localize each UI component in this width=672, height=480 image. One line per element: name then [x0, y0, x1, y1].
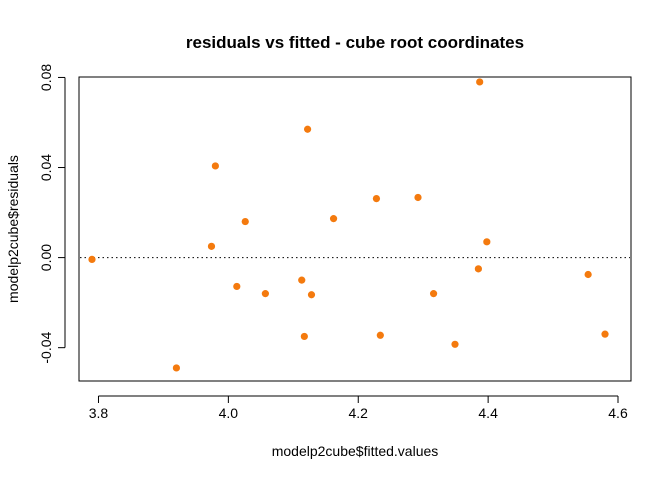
data-point	[207, 242, 216, 250]
data-points	[88, 78, 609, 372]
data-point	[414, 193, 422, 202]
x-tick-label: 4.2	[349, 405, 369, 421]
data-point	[172, 364, 181, 372]
x-tick-label: 4.0	[219, 405, 239, 421]
data-point	[241, 217, 249, 226]
data-point	[372, 195, 381, 203]
data-point	[300, 332, 308, 341]
chart-title: residuals vs fitted - cube root coordina…	[186, 33, 524, 52]
y-axis-label: modelp2cube$residuals	[5, 155, 21, 303]
data-point	[474, 265, 482, 273]
data-point	[261, 290, 269, 298]
data-point	[451, 340, 459, 348]
y-tick-label: 0.04	[38, 154, 54, 181]
data-point	[303, 125, 312, 133]
data-point	[233, 282, 241, 291]
y-axis: -0.04 0.00 0.04 0.08	[38, 64, 66, 364]
data-point	[601, 330, 609, 338]
x-axis: 3.8 4.0 4.2 4.4 4.6	[89, 395, 628, 421]
y-tick-label: 0.08	[38, 64, 54, 91]
data-point	[88, 255, 96, 263]
data-point	[329, 215, 338, 223]
x-tick-label: 4.6	[608, 405, 628, 421]
data-point	[584, 270, 592, 279]
x-tick-label: 3.8	[89, 405, 109, 421]
x-tick-label: 4.4	[478, 405, 498, 421]
data-point	[298, 276, 306, 284]
y-tick-label: -0.04	[38, 332, 54, 364]
data-point	[483, 238, 491, 246]
y-tick-label: 0.00	[38, 244, 54, 271]
plot-frame	[78, 76, 632, 382]
data-point	[307, 291, 316, 299]
data-point	[429, 290, 438, 298]
x-axis-label: modelp2cube$fitted.values	[272, 443, 439, 459]
data-point	[211, 162, 219, 170]
data-point	[376, 331, 384, 339]
data-point	[476, 78, 484, 86]
